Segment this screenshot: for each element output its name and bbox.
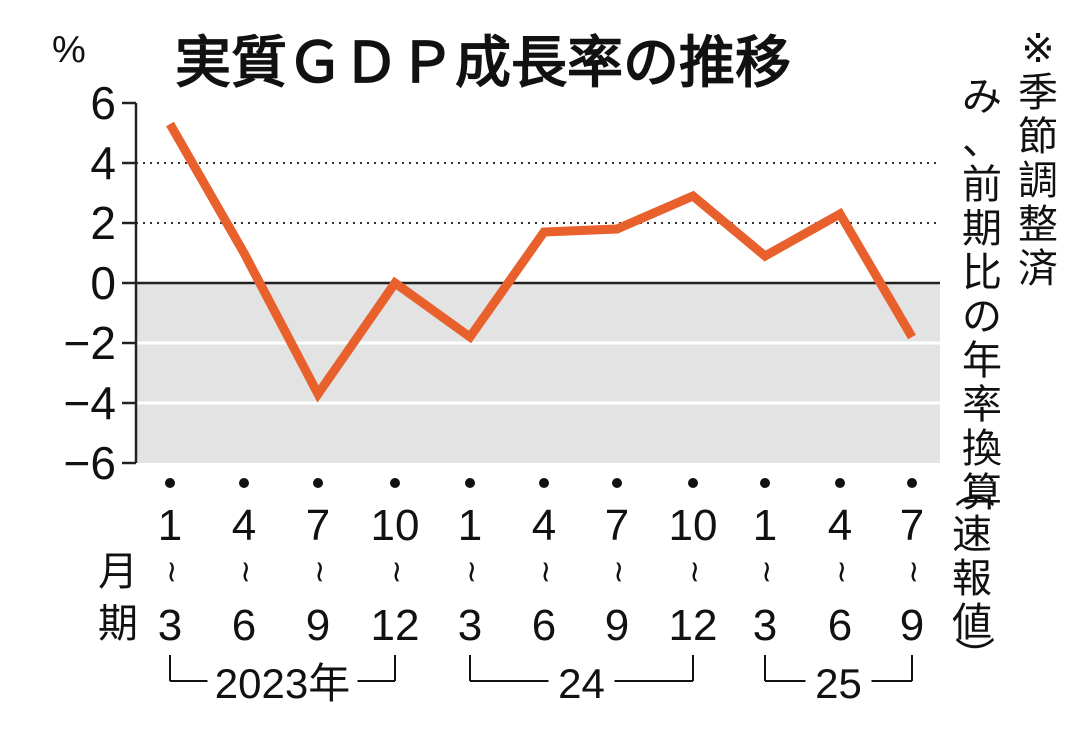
quarter-range-tilde: ~ bbox=[379, 559, 414, 584]
negative-region bbox=[136, 283, 940, 463]
y-tick-label: 6 bbox=[90, 77, 116, 129]
quarter-range-tilde: ~ bbox=[154, 559, 189, 584]
note-text: 前 bbox=[962, 162, 1002, 208]
y-tick-label: −2 bbox=[64, 317, 116, 369]
quarter-end-label: 3 bbox=[753, 601, 777, 650]
quarter-range-tilde: ~ bbox=[454, 559, 489, 584]
quarter-dot bbox=[612, 478, 622, 488]
note-text: 比 bbox=[962, 250, 1002, 296]
quarter-start-label: 10 bbox=[669, 501, 718, 550]
note-text: 整 bbox=[1018, 202, 1058, 248]
quarter-start-label: 7 bbox=[605, 501, 629, 550]
chart-title: 実質ＧＤＰ成長率の推移 bbox=[175, 31, 791, 96]
quarter-end-label: 12 bbox=[371, 601, 420, 650]
quarter-dot bbox=[688, 478, 698, 488]
y-unit-label: % bbox=[52, 29, 86, 71]
quarter-start-label: 10 bbox=[371, 501, 420, 550]
quarter-range-tilde: ~ bbox=[302, 559, 337, 584]
year-brackets: 2023年 24 25 bbox=[169, 655, 913, 707]
year-label: 25 bbox=[815, 660, 862, 707]
quarter-end-label: 9 bbox=[306, 601, 330, 650]
last-point-note: 報 bbox=[952, 556, 992, 602]
last-point-note-close: ） bbox=[950, 636, 996, 676]
quarter-start-label: 1 bbox=[158, 501, 182, 550]
plot-area bbox=[122, 101, 940, 465]
note-text: 、 bbox=[962, 118, 1002, 164]
year-label: 2023年 bbox=[215, 660, 350, 707]
y-tick-label: −4 bbox=[64, 377, 116, 429]
quarter-end-label: 9 bbox=[605, 601, 629, 650]
y-tick-label: 4 bbox=[90, 137, 116, 189]
quarter-range-tilde: ~ bbox=[896, 559, 931, 584]
quarter-range-tilde: ~ bbox=[824, 559, 859, 584]
quarter-end-label: 6 bbox=[232, 601, 256, 650]
quarter-end-label: 9 bbox=[900, 601, 924, 650]
quarter-start-label: 1 bbox=[753, 501, 777, 550]
quarter-dot bbox=[390, 478, 400, 488]
last-point-note: 値 bbox=[952, 600, 992, 646]
note-text: 率 bbox=[962, 382, 1002, 428]
last-point-note: 速 bbox=[952, 512, 992, 558]
quarter-start-label: 7 bbox=[900, 501, 924, 550]
quarter-dot bbox=[760, 478, 770, 488]
note-text: ※ bbox=[1021, 26, 1055, 72]
note-text: 算 bbox=[962, 470, 1002, 516]
note-text: 節 bbox=[1018, 114, 1058, 160]
quarter-start-label: 7 bbox=[306, 501, 330, 550]
y-axis-ticks: 6 4 2 0 −2 −4 −6 bbox=[64, 77, 116, 489]
x-axis: 1 ~3 4 ~6 7 ~9 10 ~12 1 ~3 4 ~6 7 ~9 10 ~12 1 ~3 4 ~6 7 ~9 月期 bbox=[98, 478, 931, 650]
quarter-end-label: 6 bbox=[828, 601, 852, 650]
quarter-end-label: 6 bbox=[532, 601, 556, 650]
note-text: 年 bbox=[962, 338, 1002, 384]
x-axis-unit-label: 月 bbox=[98, 549, 138, 595]
note-text: 期 bbox=[962, 206, 1002, 252]
quarter-dot bbox=[165, 478, 175, 488]
quarter-dot bbox=[465, 478, 475, 488]
quarter-end-label: 12 bbox=[669, 601, 718, 650]
quarter-dot bbox=[313, 478, 323, 488]
note-text: み bbox=[962, 74, 1002, 120]
quarter-dot bbox=[907, 478, 917, 488]
x-axis-unit-label: 期 bbox=[98, 601, 138, 647]
quarter-start-label: 1 bbox=[458, 501, 482, 550]
quarter-start-label: 4 bbox=[828, 501, 852, 550]
quarter-dot bbox=[835, 478, 845, 488]
last-point-note-open: （ bbox=[950, 468, 996, 508]
quarter-range-tilde: ~ bbox=[228, 559, 263, 584]
quarter-range-tilde: ~ bbox=[528, 559, 563, 584]
y-tick-label: 0 bbox=[90, 257, 116, 309]
quarter-range-tilde: ~ bbox=[749, 559, 784, 584]
y-tick-label: 2 bbox=[90, 197, 116, 249]
note-text: 季 bbox=[1018, 70, 1058, 116]
note-text: 換 bbox=[962, 426, 1002, 472]
quarter-dot bbox=[239, 478, 249, 488]
quarter-end-label: 3 bbox=[158, 601, 182, 650]
quarter-start-label: 4 bbox=[232, 501, 256, 550]
y-tick-label: −6 bbox=[64, 437, 116, 489]
year-label: 24 bbox=[558, 660, 605, 707]
note-text: の bbox=[962, 294, 1002, 340]
quarter-range-tilde: ~ bbox=[677, 559, 712, 584]
quarter-range-tilde: ~ bbox=[601, 559, 636, 584]
quarter-start-label: 4 bbox=[532, 501, 556, 550]
quarter-end-label: 3 bbox=[458, 601, 482, 650]
note-text: 済 bbox=[1018, 246, 1058, 292]
note-text: 調 bbox=[1018, 158, 1058, 204]
quarter-dot bbox=[539, 478, 549, 488]
